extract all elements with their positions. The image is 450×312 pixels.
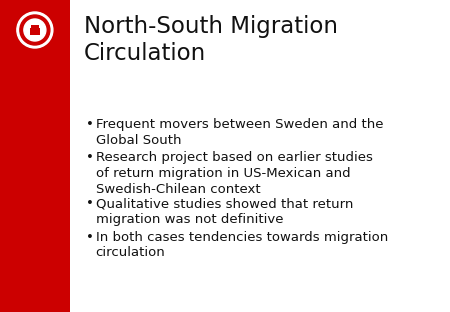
Circle shape [24,19,46,41]
Text: •: • [86,231,94,243]
Circle shape [17,12,53,48]
Bar [0,0,70,312]
Text: •: • [86,151,94,164]
Text: Qualitative studies showed that return
migration was not definitive: Qualitative studies showed that return m… [96,197,353,227]
Bar [31,25,39,27]
Text: North-South Migration
Circulation: North-South Migration Circulation [84,15,338,66]
Text: In both cases tendencies towards migration
circulation: In both cases tendencies towards migrati… [96,231,388,260]
Bar [30,27,40,35]
Text: •: • [86,197,94,211]
Text: Research project based on earlier studies
of return migration in US-Mexican and
: Research project based on earlier studie… [96,151,373,196]
Text: •: • [86,118,94,131]
Text: Frequent movers between Sweden and the
Global South: Frequent movers between Sweden and the G… [96,118,383,147]
Circle shape [20,15,50,45]
